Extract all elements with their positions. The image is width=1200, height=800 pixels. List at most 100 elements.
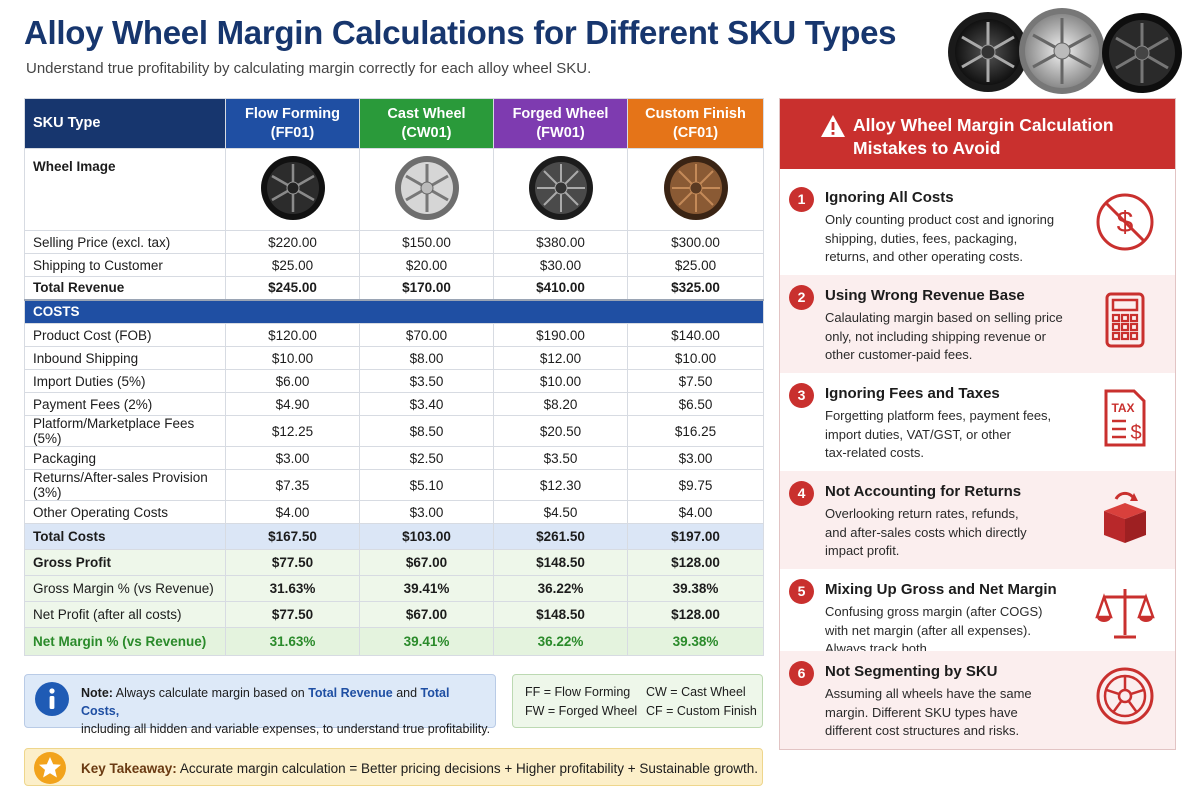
cell-value: $3.00: [359, 500, 494, 524]
legend-fw: FW = Forged Wheel: [525, 704, 638, 718]
cell-value: $9.75: [627, 469, 764, 501]
column-header-sku-type: SKU Type: [24, 98, 226, 149]
cell-value: $261.50: [493, 523, 628, 550]
cell-value: $197.00: [627, 523, 764, 550]
cell-value: $190.00: [493, 323, 628, 347]
black-wheel-icon: [260, 156, 325, 220]
legend-cf: CF = Custom Finish: [646, 704, 757, 718]
svg-text:$: $: [1130, 422, 1141, 444]
mistake-description: Overlooking return rates, refunds, and af…: [825, 506, 1027, 558]
warning-icon: [821, 115, 845, 137]
net-profit-row: Net Profit (after all costs) $77.50 $67.…: [24, 601, 764, 628]
svg-text:TAX: TAX: [1111, 401, 1134, 415]
row-label: Net Margin % (vs Revenue): [24, 627, 226, 656]
mistake-description: Forgetting platform fees, payment fees, i…: [825, 408, 1052, 460]
row-label: Returns/After-sales Provision (3%): [24, 469, 226, 501]
cell-value: $12.25: [225, 415, 360, 447]
cell-value: $4.90: [225, 392, 360, 416]
mistake-number: 1: [789, 187, 814, 212]
bronze-wheel-icon: [663, 156, 728, 220]
cell-value: $325.00: [627, 276, 764, 301]
table-row: Inbound Shipping $10.00 $8.00 $12.00 $10…: [24, 346, 764, 370]
cell-value: 31.63%: [225, 575, 360, 602]
mistake-item: 4 Not Accounting for Returns Overlooking…: [780, 471, 1175, 569]
wheel-outline-icon: [1096, 667, 1154, 725]
column-header-flow-forming: Flow Forming (FF01): [225, 98, 360, 149]
abbreviation-legend: FF = Flow Forming CW = Cast Wheel FW = F…: [512, 674, 763, 728]
column-header-forged-wheel: Forged Wheel (FW01): [493, 98, 628, 149]
cell-value: $4.00: [627, 500, 764, 524]
cell-value: 31.63%: [225, 627, 360, 656]
cell-value: $410.00: [493, 276, 628, 301]
mistakes-panel-header: Alloy Wheel Margin Calculation Mistakes t…: [780, 99, 1175, 169]
cell-value: $67.00: [359, 549, 494, 576]
row-label: Platform/Marketplace Fees (5%): [24, 415, 226, 447]
cell-value: 39.41%: [359, 575, 494, 602]
mistake-number: 5: [789, 579, 814, 604]
row-label: Shipping to Customer: [24, 253, 226, 277]
takeaway-text: Key Takeaway: Accurate margin calculatio…: [81, 761, 758, 776]
table-row: Selling Price (excl. tax) $220.00 $150.0…: [24, 230, 764, 254]
star-icon: [34, 752, 66, 784]
cell-value: $77.50: [225, 601, 360, 628]
silver-wheel-icon: [394, 156, 459, 220]
cell-value: $140.00: [627, 323, 764, 347]
mistake-title: Mixing Up Gross and Net Margin: [825, 581, 1057, 598]
cell-value: $128.00: [627, 601, 764, 628]
wheel-image-row: Wheel Image: [24, 148, 764, 231]
key-takeaway-box: Key Takeaway: Accurate margin calculatio…: [24, 748, 763, 786]
note-box: Note: Always calculate margin based on T…: [24, 674, 496, 736]
row-label: Import Duties (5%): [24, 369, 226, 393]
cell-value: $3.00: [627, 446, 764, 470]
cell-value: $170.00: [359, 276, 494, 301]
cell-value: $167.50: [225, 523, 360, 550]
row-label: Selling Price (excl. tax): [24, 230, 226, 254]
cell-value: $6.00: [225, 369, 360, 393]
cell-value: $67.00: [359, 601, 494, 628]
margin-table: SKU Type Flow Forming (FF01) Cast Wheel (C…: [24, 98, 764, 656]
dark-wheel-icon: [528, 156, 593, 220]
mistake-title: Not Segmenting by SKU: [825, 663, 998, 680]
mistake-item: 5 Mixing Up Gross and Net Margin Confusi…: [780, 569, 1175, 667]
cell-value: $77.50: [225, 549, 360, 576]
cell-value: $12.00: [493, 346, 628, 370]
row-label: Inbound Shipping: [24, 346, 226, 370]
cell-value: $2.50: [359, 446, 494, 470]
mistake-description: Only counting product cost and ignoring s…: [825, 212, 1055, 264]
cell-value: $8.00: [359, 346, 494, 370]
row-label: Gross Margin % (vs Revenue): [24, 575, 226, 602]
net-margin-row: Net Margin % (vs Revenue) 31.63% 39.41% …: [24, 627, 764, 656]
mistakes-panel: Alloy Wheel Margin Calculation Mistakes t…: [779, 98, 1176, 750]
mistake-number: 4: [789, 481, 814, 506]
row-label: Payment Fees (2%): [24, 392, 226, 416]
cell-value: $4.50: [493, 500, 628, 524]
cell-value: $20.50: [493, 415, 628, 447]
mistake-item: 2 Using Wrong Revenue Base Calaulating m…: [780, 275, 1175, 373]
row-label: Wheel Image: [24, 148, 226, 231]
cell-value: $103.00: [359, 523, 494, 550]
column-header-custom-finish: Custom Finish (CF01): [627, 98, 764, 149]
table-row: Payment Fees (2%) $4.90 $3.40 $8.20 $6.5…: [24, 392, 764, 416]
no-dollar-icon: $: [1096, 193, 1154, 251]
scales-icon: [1095, 589, 1155, 639]
cell-value: $380.00: [493, 230, 628, 254]
page-title: Alloy Wheel Margin Calculations for Diff…: [24, 14, 897, 51]
section-label: COSTS: [24, 299, 764, 324]
row-label: Total Revenue: [24, 276, 226, 301]
mistake-item: 6 Not Segmenting by SKU Assuming all whe…: [780, 651, 1175, 749]
cell-value: $3.50: [493, 446, 628, 470]
cell-value: 39.38%: [627, 627, 764, 656]
mistake-title: Not Accounting for Returns: [825, 483, 1022, 500]
total-revenue-row: Total Revenue $245.00 $170.00 $410.00 $3…: [24, 276, 764, 301]
cell-value: $128.00: [627, 549, 764, 576]
row-label: Total Costs: [24, 523, 226, 550]
hero-wheels-icon: [948, 8, 1182, 94]
mistakes-panel-title: Alloy Wheel Margin Calculation Mistakes t…: [853, 115, 1114, 158]
cell-value: 39.38%: [627, 575, 764, 602]
mistake-title: Ignoring All Costs: [825, 189, 954, 206]
total-costs-row: Total Costs $167.50 $103.00 $261.50 $197…: [24, 523, 764, 550]
mistake-item: 3 Ignoring Fees and Taxes Forgetting pla…: [780, 373, 1175, 471]
legend-cw: CW = Cast Wheel: [646, 685, 746, 699]
cell-value: $25.00: [225, 253, 360, 277]
calculator-icon: [1105, 292, 1145, 348]
